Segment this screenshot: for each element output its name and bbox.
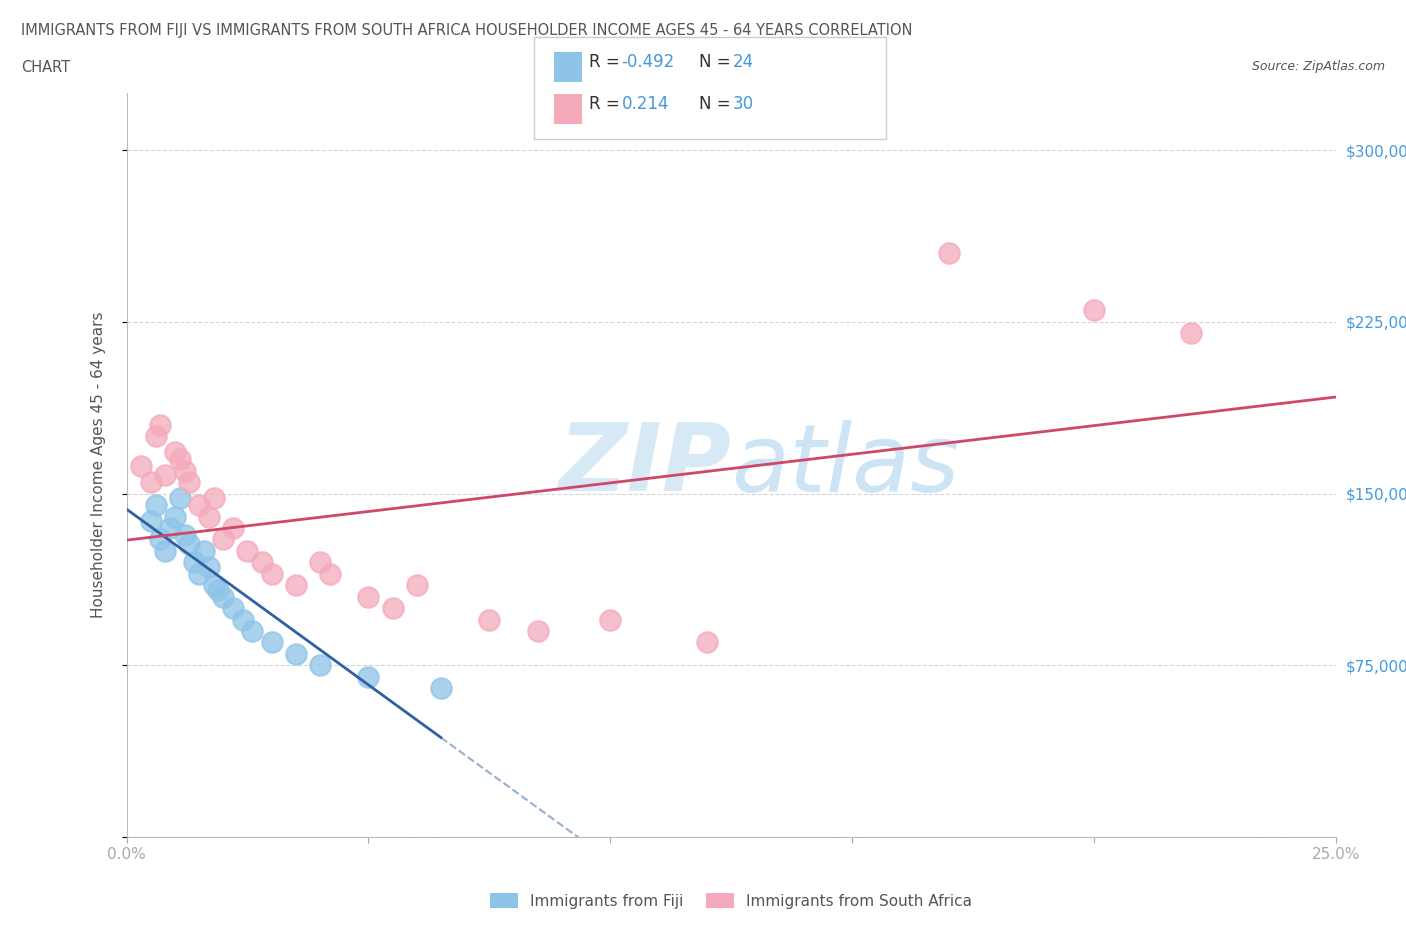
Point <box>284 646 307 661</box>
Text: R =: R = <box>589 95 630 113</box>
Point <box>309 555 332 570</box>
Point <box>357 670 380 684</box>
Point <box>318 566 340 581</box>
Point <box>207 582 229 597</box>
Point <box>163 509 186 524</box>
Point <box>232 612 254 627</box>
Point <box>173 527 195 542</box>
Point <box>149 532 172 547</box>
Point <box>284 578 307 592</box>
Point <box>129 458 152 473</box>
Point <box>250 555 273 570</box>
Point <box>145 498 167 512</box>
Point <box>222 601 245 616</box>
Point <box>202 578 225 592</box>
Point <box>173 463 195 478</box>
Text: R =: R = <box>589 53 626 71</box>
Point <box>139 474 162 489</box>
Point <box>240 623 263 638</box>
Point <box>193 543 215 558</box>
Point <box>1083 303 1105 318</box>
Point <box>260 635 283 650</box>
Point <box>405 578 427 592</box>
Y-axis label: Householder Income Ages 45 - 64 years: Householder Income Ages 45 - 64 years <box>91 312 105 618</box>
Text: N =: N = <box>699 53 735 71</box>
Point <box>169 491 191 506</box>
Point <box>163 445 186 459</box>
Point <box>357 590 380 604</box>
Point <box>188 566 211 581</box>
Point <box>260 566 283 581</box>
Point <box>599 612 621 627</box>
Text: atlas: atlas <box>731 419 959 511</box>
Point <box>139 513 162 528</box>
Point <box>236 543 259 558</box>
Text: N =: N = <box>699 95 735 113</box>
Point <box>381 601 404 616</box>
Point <box>1180 326 1202 340</box>
Point <box>430 681 453 696</box>
Text: 0.214: 0.214 <box>621 95 669 113</box>
Point <box>478 612 501 627</box>
Point <box>938 246 960 260</box>
Point <box>149 418 172 432</box>
Text: 30: 30 <box>733 95 754 113</box>
Point <box>159 521 181 536</box>
Point <box>526 623 548 638</box>
Point <box>309 658 332 672</box>
Point <box>183 555 205 570</box>
Point <box>145 429 167 444</box>
Point <box>212 590 235 604</box>
Point <box>179 474 201 489</box>
Legend: Immigrants from Fiji, Immigrants from South Africa: Immigrants from Fiji, Immigrants from So… <box>484 886 979 915</box>
Point <box>179 537 201 551</box>
Point <box>202 491 225 506</box>
Point <box>155 543 177 558</box>
Text: IMMIGRANTS FROM FIJI VS IMMIGRANTS FROM SOUTH AFRICA HOUSEHOLDER INCOME AGES 45 : IMMIGRANTS FROM FIJI VS IMMIGRANTS FROM … <box>21 23 912 38</box>
Point <box>197 509 219 524</box>
Text: -0.492: -0.492 <box>621 53 675 71</box>
Point <box>197 560 219 575</box>
Point <box>212 532 235 547</box>
Text: 24: 24 <box>733 53 754 71</box>
Text: Source: ZipAtlas.com: Source: ZipAtlas.com <box>1251 60 1385 73</box>
Point <box>696 635 718 650</box>
Point <box>188 498 211 512</box>
Text: ZIP: ZIP <box>558 419 731 511</box>
Point <box>169 452 191 467</box>
Point <box>155 468 177 483</box>
Text: CHART: CHART <box>21 60 70 75</box>
Point <box>222 521 245 536</box>
